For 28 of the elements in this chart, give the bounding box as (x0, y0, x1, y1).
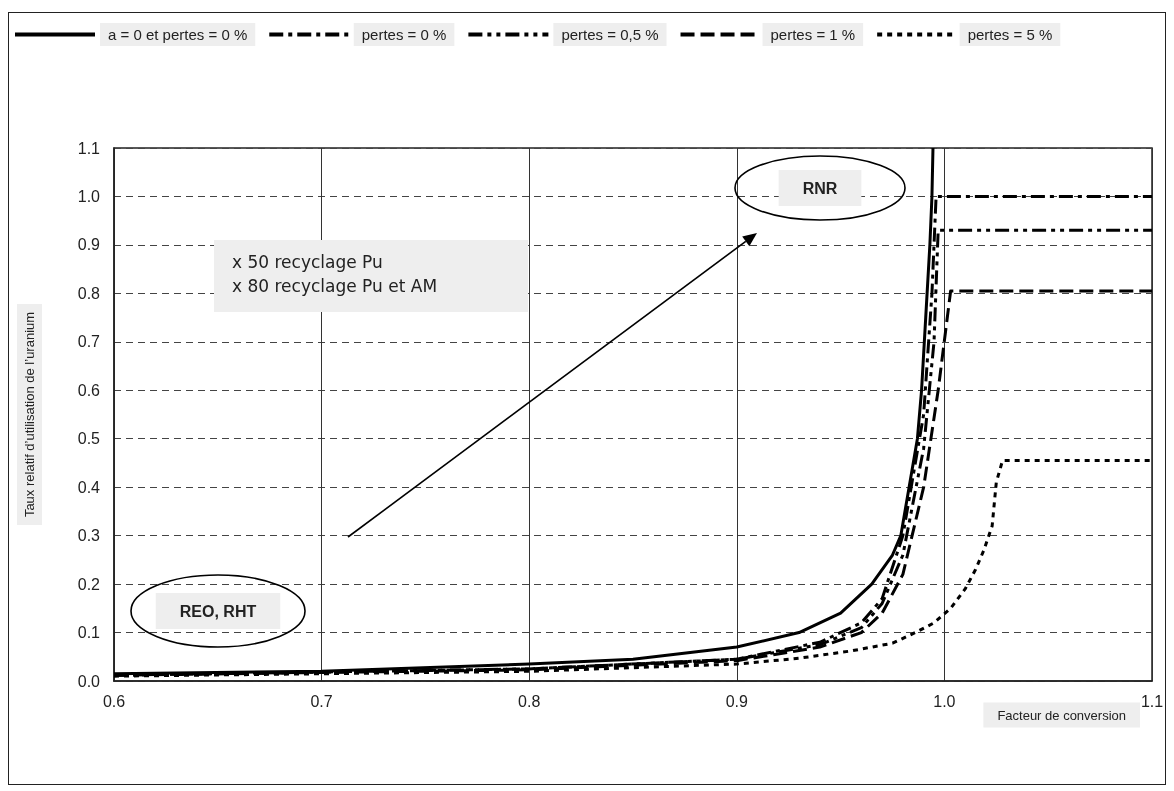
legend-label: pertes = 0 % (361, 26, 447, 43)
x-tick-label: 1.1 (1140, 692, 1164, 710)
y-tick-label: 0.6 (77, 381, 101, 399)
x-tick-label: 0.8 (518, 692, 541, 710)
y-tick-label: 0.5 (77, 430, 101, 448)
y-tick-label: 0.9 (77, 236, 101, 254)
y-tick-label: 0.7 (77, 333, 101, 351)
legend-label: pertes = 1 % (770, 26, 856, 43)
y-tick-label: 0.1 (77, 624, 101, 642)
annotation: RNR (802, 179, 838, 197)
y-tick-label: 0.4 (77, 478, 101, 496)
x-axis-title: Facteur de conversion (997, 707, 1126, 723)
y-tick-label: 1.0 (77, 187, 101, 205)
x-tick-label: 1.0 (933, 692, 956, 710)
y-tick-label: 0.8 (77, 284, 101, 302)
y-tick-label: 1.1 (77, 139, 101, 157)
annotation: REO, RHT (179, 602, 257, 620)
y-tick-label: 0.2 (77, 575, 101, 593)
legend-label: pertes = 5 % (967, 26, 1053, 43)
legend-label: pertes = 0,5 % (561, 26, 659, 43)
x-tick-label: 0.6 (102, 692, 126, 710)
x-tick-label: 0.7 (310, 692, 333, 710)
legend-label: a = 0 et pertes = 0 % (108, 26, 248, 43)
note-box: x 50 recyclage Pu x 80 recyclage Pu et AM (214, 240, 528, 312)
y-axis-title: Taux relatif d’utilisation de l’uranium (22, 311, 37, 518)
x-tick-label: 0.9 (725, 692, 749, 710)
y-tick-label: 0.3 (77, 527, 101, 545)
y-tick-label: 0.0 (77, 672, 101, 690)
